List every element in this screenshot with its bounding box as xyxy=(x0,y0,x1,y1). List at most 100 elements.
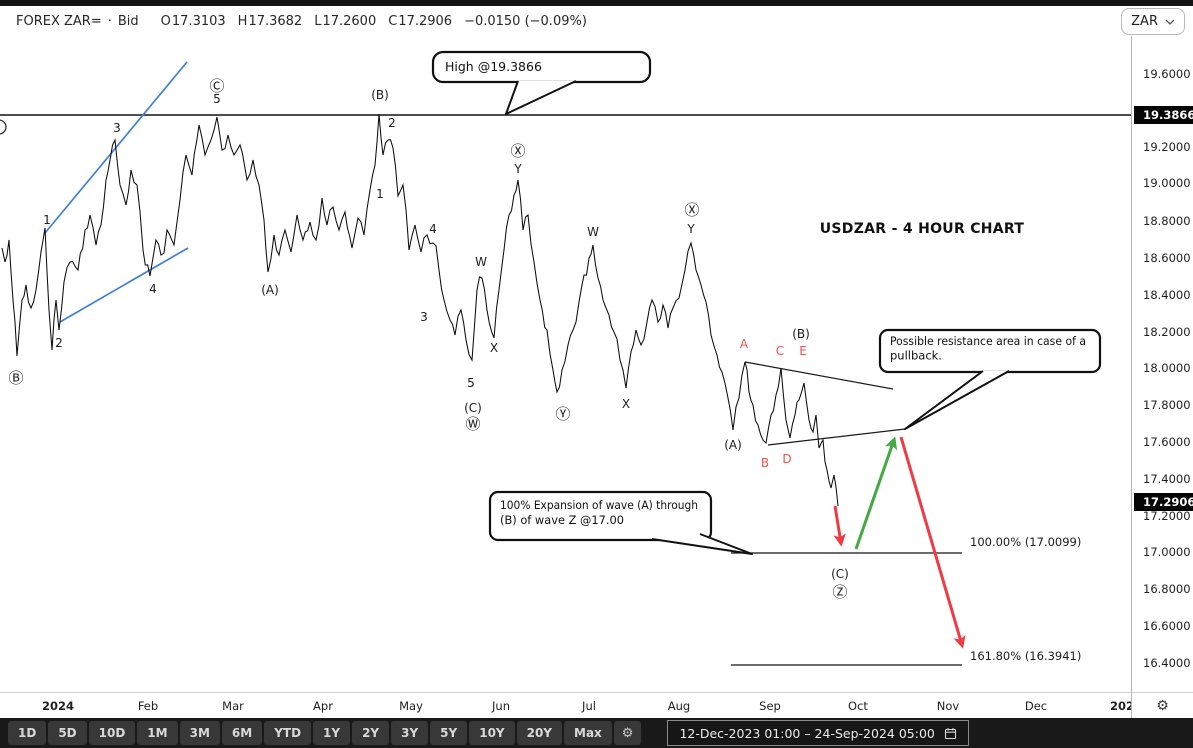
range-toolbar: 1D 5D 10D 1M 3M 6M YTD 1Y 2Y 3Y 5Y 10Y 20Y Max ⚙ 12-D… xyxy=(0,718,1193,748)
wave-label-3[interactable]: 3 xyxy=(420,310,428,324)
wave-label-Y[interactable]: Y xyxy=(686,222,695,236)
projection-arrow[interactable] xyxy=(899,436,966,649)
axis-settings-corner: ⚙ xyxy=(1131,692,1193,718)
wave-label-1[interactable]: 1 xyxy=(43,213,51,227)
triangle-line-1[interactable] xyxy=(744,361,894,390)
wave-label-(C)[interactable]: (C) xyxy=(831,567,849,581)
price-chart-canvas[interactable]: High @19.3866 Possible resistance area in… xyxy=(0,36,1131,692)
range-button-5d[interactable]: 5D xyxy=(48,721,87,745)
wave-label-Ⓩ[interactable]: Ⓩ xyxy=(832,583,847,601)
last-price-badge: 17.2906 xyxy=(1134,493,1193,511)
wave-label-(C)[interactable]: (C) xyxy=(464,401,482,415)
chevron-down-icon xyxy=(1165,19,1175,25)
wave-label-Ⓧ[interactable]: Ⓧ xyxy=(510,142,525,160)
price-axis[interactable]: 19.6000 19.2000 19.0000 18.8000 18.6000 18.40… xyxy=(1131,36,1193,692)
triangle-line-2[interactable] xyxy=(767,428,906,446)
range-button-2y[interactable]: 2Y xyxy=(352,721,390,745)
range-button-max[interactable]: Max xyxy=(564,721,612,745)
price-tick: 17.0000 xyxy=(1143,545,1191,559)
breakdown-arrow[interactable] xyxy=(833,505,846,547)
price-tick: 16.6000 xyxy=(1143,619,1191,633)
price-tick: 16.4000 xyxy=(1143,656,1191,670)
pullback-arrow[interactable] xyxy=(854,436,898,550)
window-top-edge xyxy=(0,0,1193,6)
price-tick: 19.0000 xyxy=(1143,176,1191,190)
wave-label-(B)[interactable]: (B) xyxy=(792,327,810,341)
wave-label-4[interactable]: 4 xyxy=(149,282,157,296)
range-button-6m[interactable]: 6M xyxy=(221,721,263,745)
price-change: −0.0150 (−0.09%) xyxy=(464,13,587,29)
time-tick-jul: Jul xyxy=(582,699,596,713)
time-tick-2024: 2024 xyxy=(41,699,75,713)
wave-label-X[interactable]: X xyxy=(490,341,498,355)
time-tick-may: May xyxy=(399,699,423,713)
wave-label-Ⓑ[interactable]: Ⓑ xyxy=(8,369,23,387)
wave-label-Ⓒ[interactable]: Ⓒ xyxy=(209,77,224,95)
wave-label-3[interactable]: 3 xyxy=(113,121,121,135)
range-button-3y[interactable]: 3Y xyxy=(391,721,429,745)
time-tick-jun: Jun xyxy=(492,699,510,713)
toolbar-settings-button[interactable]: ⚙ xyxy=(613,721,642,745)
range-button-5y[interactable]: 5Y xyxy=(430,721,468,745)
wave-label-2[interactable]: 2 xyxy=(55,336,63,350)
price-tick: 17.4000 xyxy=(1143,472,1191,486)
chart-area[interactable]: High @19.3866 Possible resistance area in… xyxy=(0,36,1131,692)
time-tick-nov: Nov xyxy=(936,699,960,713)
wave-label-E[interactable]: E xyxy=(799,344,807,358)
gear-icon[interactable]: ⚙ xyxy=(1156,697,1169,714)
time-tick-mar: Mar xyxy=(222,699,244,713)
wave-label-Y[interactable]: Y xyxy=(513,162,522,176)
range-button-20y[interactable]: 20Y xyxy=(516,721,562,745)
symbol-separator: · xyxy=(107,13,112,29)
time-tick-aug: Aug xyxy=(667,699,691,713)
price-tick: 17.6000 xyxy=(1143,435,1191,449)
wave-label-W[interactable]: W xyxy=(475,255,487,269)
wave-label-Ⓦ[interactable]: Ⓦ xyxy=(465,415,480,433)
wave-label-2[interactable]: 2 xyxy=(388,116,396,130)
wave-label-B[interactable]: B xyxy=(761,456,769,470)
range-button-1y[interactable]: 1Y xyxy=(313,721,351,745)
wave-label-(A)[interactable]: (A) xyxy=(724,438,742,452)
trendline-2[interactable] xyxy=(59,247,189,323)
range-button-10y[interactable]: 10Y xyxy=(469,721,515,745)
wave-label-Ⓨ[interactable]: Ⓨ xyxy=(555,405,570,423)
date-range-picker[interactable]: 12-Dec-2023 01:00 – 24-Sep-2024 05:00 xyxy=(667,720,969,746)
price-tick: 18.8000 xyxy=(1143,214,1191,228)
date-range-text: 12-Dec-2023 01:00 – 24-Sep-2024 05:00 xyxy=(679,725,935,741)
wave-label-A[interactable]: A xyxy=(740,337,749,351)
wave-label-X[interactable]: X xyxy=(622,397,630,411)
wave-label-W[interactable]: W xyxy=(587,225,599,239)
expansion-callout[interactable]: 100% Expansion of wave (A) through(B) of… xyxy=(488,490,753,555)
time-tick-apr: Apr xyxy=(313,699,333,713)
fib-level-label: 100.00% (17.0099) xyxy=(970,535,1081,549)
wave-label-C[interactable]: C xyxy=(776,344,784,358)
wave-label-4[interactable]: 4 xyxy=(429,222,437,236)
calendar-icon xyxy=(944,727,956,739)
wave-label-(B)[interactable]: (B) xyxy=(371,88,389,102)
range-button-1d[interactable]: 1D xyxy=(8,721,47,745)
range-button-ytd[interactable]: YTD xyxy=(264,721,312,745)
time-tick-feb: Feb xyxy=(137,699,159,713)
range-button-3m[interactable]: 3M xyxy=(179,721,220,745)
ohlc-c: C17.2906 xyxy=(388,13,453,29)
wave-label-Ⓧ[interactable]: Ⓧ xyxy=(684,201,699,219)
price-tick: 16.8000 xyxy=(1143,582,1191,596)
ohlc-o: O17.3103 xyxy=(160,13,226,29)
wave-label-5[interactable]: 5 xyxy=(213,92,221,106)
range-button-10d[interactable]: 10D xyxy=(88,721,136,745)
symbol-name[interactable]: FOREX ZAR= xyxy=(16,13,102,29)
range-button-1m[interactable]: 1M xyxy=(137,721,178,745)
price-tick: 19.6000 xyxy=(1143,67,1191,81)
wave-label-1[interactable]: 1 xyxy=(376,187,384,201)
currency-select[interactable]: ZAR xyxy=(1121,8,1185,35)
wave-label-5[interactable]: 5 xyxy=(467,376,475,390)
time-tick-dec: Dec xyxy=(1024,699,1048,713)
resistance-callout[interactable]: Possible resistance area in case of apul… xyxy=(878,328,1102,430)
resistance-callout-text: Possible resistance area in case of a xyxy=(890,334,1086,348)
high-callout[interactable]: High @19.3866 xyxy=(431,50,652,115)
time-axis[interactable]: 2024 Feb Mar Apr May Jun Jul Aug Sep Oct Nov Dec 202… xyxy=(0,692,1131,718)
wave-label-(A)[interactable]: (A) xyxy=(261,283,279,297)
price-tick: 18.2000 xyxy=(1143,325,1191,339)
wave-label-D[interactable]: D xyxy=(782,452,791,466)
